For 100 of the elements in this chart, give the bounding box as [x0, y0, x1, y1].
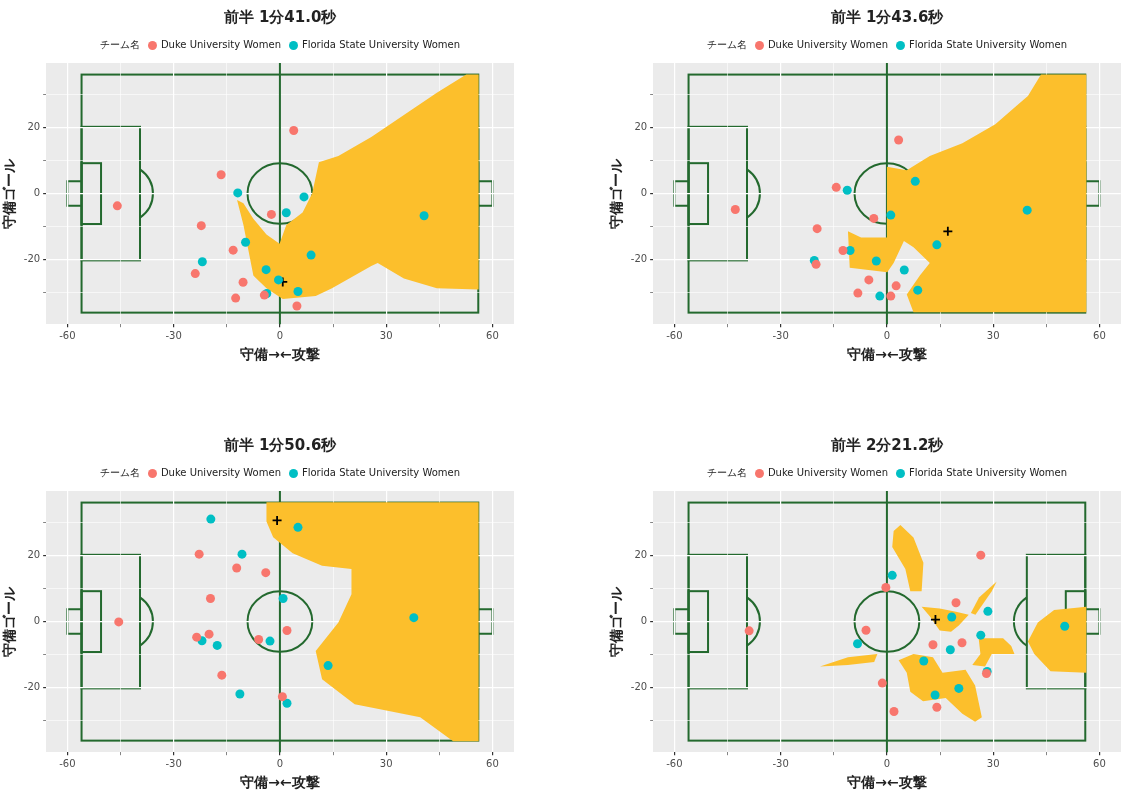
point	[235, 689, 245, 699]
x-tick-label: 30	[986, 329, 1000, 341]
point	[954, 683, 964, 693]
point	[231, 293, 241, 303]
point	[842, 185, 852, 195]
point	[1022, 205, 1032, 215]
point	[206, 514, 216, 524]
point	[228, 245, 238, 255]
point	[265, 636, 275, 646]
point	[881, 583, 891, 593]
point	[237, 549, 247, 559]
point	[886, 210, 896, 220]
x-tick-label: 30	[379, 757, 393, 769]
x-tick-label: 60	[1093, 757, 1106, 769]
point	[932, 240, 942, 250]
point	[919, 656, 929, 666]
x-tick-label: -30	[772, 757, 789, 769]
point	[875, 291, 885, 301]
point	[889, 707, 899, 717]
x-tick-label: 0	[883, 329, 891, 341]
legend-label: Florida State University Women	[907, 467, 1068, 478]
point	[204, 629, 214, 639]
legend-label: Florida State University Women	[907, 39, 1068, 50]
point	[877, 678, 887, 688]
chart-title: 前半 2分21.2秒	[829, 436, 945, 455]
point	[194, 549, 204, 559]
point	[197, 257, 207, 267]
point	[217, 670, 227, 680]
legend-label: Duke University Women	[159, 467, 281, 478]
point	[930, 690, 940, 700]
point	[942, 225, 954, 237]
point	[869, 213, 879, 223]
point	[932, 702, 942, 712]
y-tick-label: 20	[27, 121, 41, 133]
y-tick-label: 0	[33, 187, 41, 199]
point	[238, 277, 248, 287]
point	[838, 245, 848, 255]
y-tick-label: 0	[33, 615, 41, 627]
legend-title: チーム名	[99, 39, 140, 50]
legend-title: チーム名	[706, 39, 747, 50]
point	[853, 288, 863, 298]
y-tick-label: -20	[630, 253, 648, 265]
point	[233, 188, 243, 198]
x-tick-label: 0	[276, 757, 284, 769]
point	[976, 630, 986, 640]
point	[323, 661, 333, 671]
legend-label: Duke University Women	[766, 467, 888, 478]
x-tick-label: 60	[486, 757, 499, 769]
x-tick-label: 30	[379, 329, 393, 341]
x-tick-label: -30	[165, 757, 182, 769]
y-tick-label: 0	[640, 187, 648, 199]
x-tick-label: -30	[165, 329, 182, 341]
x-tick-label: -60	[59, 329, 76, 341]
point	[277, 692, 287, 702]
x-axis-title: 守備→←攻撃	[240, 346, 320, 363]
point	[112, 201, 122, 211]
point	[289, 125, 299, 135]
point	[1060, 621, 1070, 631]
point	[983, 606, 993, 616]
point	[293, 522, 303, 532]
y-axis-title: 守備ゴール	[1, 585, 18, 657]
legend-label: Duke University Women	[159, 39, 281, 50]
chart-title: 前半 1分43.6秒	[829, 8, 945, 27]
point	[730, 204, 740, 214]
point	[241, 237, 251, 247]
point	[274, 275, 283, 285]
point	[306, 250, 316, 260]
point	[232, 563, 242, 573]
point	[419, 211, 429, 221]
point	[261, 265, 271, 275]
x-tick-label: 60	[1093, 329, 1106, 341]
legend-label: Florida State University Women	[300, 467, 461, 478]
point	[409, 613, 419, 623]
point	[945, 645, 955, 655]
legend-label: Florida State University Women	[300, 39, 461, 50]
point	[831, 182, 841, 192]
x-tick-label: 30	[986, 757, 1000, 769]
point	[261, 568, 271, 578]
y-tick-label: 0	[640, 615, 648, 627]
point	[744, 626, 754, 636]
y-tick-label: -20	[23, 681, 41, 693]
point	[951, 598, 961, 608]
y-axis-title: 守備ゴール	[608, 585, 625, 657]
point	[886, 291, 896, 301]
point	[976, 550, 986, 560]
y-tick-label: -20	[23, 253, 41, 265]
point	[861, 625, 871, 635]
point	[812, 224, 822, 234]
y-tick-label: 20	[27, 549, 41, 561]
point	[891, 281, 901, 291]
point	[192, 632, 202, 642]
y-axis-title: 守備ゴール	[608, 157, 625, 229]
point	[871, 256, 881, 266]
y-tick-label: 20	[634, 549, 648, 561]
point	[894, 135, 904, 145]
x-tick-label: -60	[59, 757, 76, 769]
point	[913, 285, 923, 295]
point	[910, 176, 920, 186]
y-tick-label: 20	[634, 121, 648, 133]
point	[957, 638, 967, 648]
